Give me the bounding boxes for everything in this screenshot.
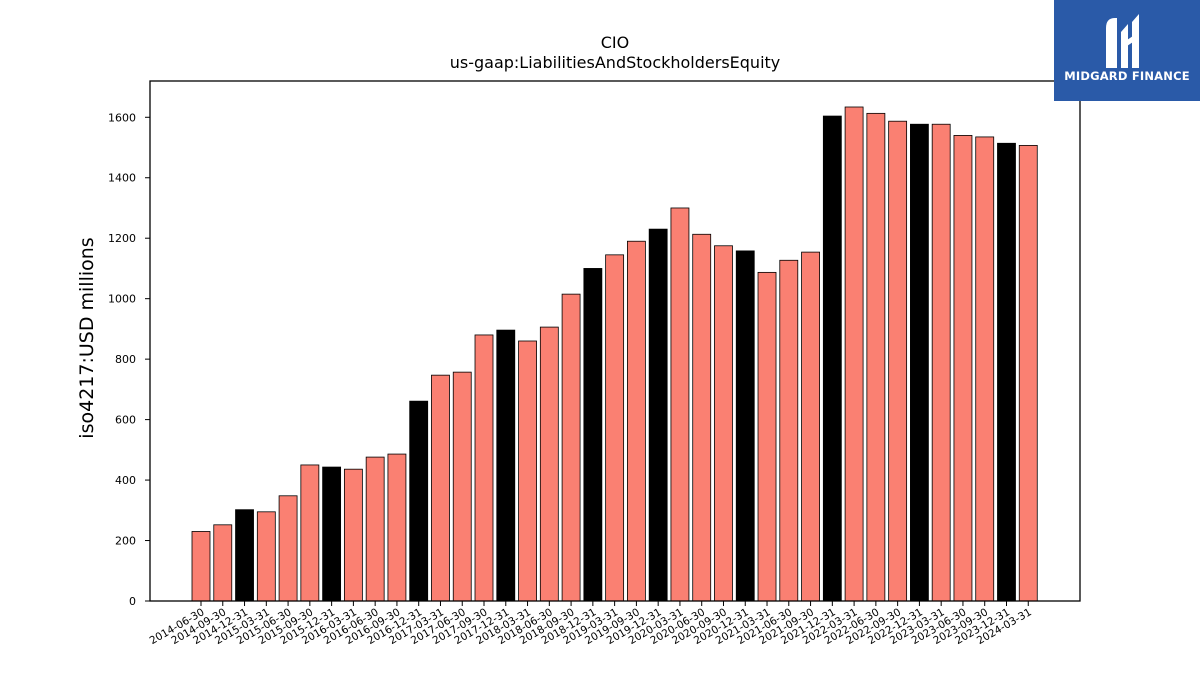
y-tick-label: 200 [115, 535, 136, 548]
bar-2015-03-31 [256, 511, 276, 602]
y-tick-label: 1000 [108, 293, 136, 306]
bar-2017-12-31 [496, 329, 516, 602]
bar-2023-12-31 [997, 142, 1016, 602]
bar-2019-09-30 [627, 240, 646, 602]
x-axis: 2014-06-302014-09-302014-12-312015-03-31… [148, 601, 1034, 647]
bar-2024-03-31 [1018, 144, 1038, 602]
plot-frame [149, 80, 1081, 602]
midgard-finance-logo: MIDGARD FINANCE [1054, 0, 1200, 101]
bars-group [191, 106, 1038, 602]
bar-2020-06-30 [692, 233, 712, 602]
bar-2021-06-30 [779, 259, 799, 602]
bar-2014-12-31 [235, 509, 254, 602]
chart-title: CIO [601, 33, 629, 52]
logo-mark-icon [1106, 14, 1139, 68]
bar-2019-03-31 [605, 254, 625, 602]
y-tick-label: 0 [129, 595, 136, 608]
y-tick-label: 1200 [108, 232, 136, 245]
y-tick-label: 400 [115, 474, 136, 487]
bar-2016-06-30 [365, 456, 385, 602]
bar-2022-03-31 [844, 106, 864, 602]
bar-2016-09-30 [387, 453, 407, 602]
bar-2020-12-31 [735, 250, 755, 602]
y-tick-label: 1400 [108, 172, 136, 185]
bar-2018-12-31 [583, 268, 603, 602]
bar-2015-06-30 [278, 495, 298, 602]
y-tick-label: 800 [115, 353, 136, 366]
bar-2022-06-30 [866, 112, 886, 602]
bar-2019-12-31 [648, 228, 668, 602]
y-tick-label: 600 [115, 414, 136, 427]
y-axis-label: iso4217:USD millions [76, 237, 98, 438]
chart-subtitle: us-gaap:LiabilitiesAndStockholdersEquity [450, 53, 781, 72]
bar-2023-03-31 [931, 123, 951, 602]
bar-2022-09-30 [888, 120, 908, 602]
bar-2021-12-31 [822, 115, 842, 602]
bar-2021-09-30 [801, 251, 820, 602]
bar-2017-03-31 [431, 374, 450, 602]
bar-2021-03-31 [757, 271, 777, 602]
bar-2018-06-30 [539, 326, 559, 602]
bar-2014-06-30 [191, 531, 211, 602]
bar-2018-03-31 [518, 340, 537, 602]
bar-2020-03-31 [670, 207, 690, 602]
bar-2014-09-30 [213, 524, 233, 602]
bar-2015-09-30 [300, 464, 320, 602]
bar-2018-09-30 [561, 293, 581, 602]
bar-2020-09-30 [714, 245, 733, 602]
bar-2015-12-31 [322, 466, 342, 602]
bar-2017-09-30 [474, 334, 494, 602]
bar-2022-12-31 [910, 123, 929, 602]
bar-2016-03-31 [343, 468, 363, 602]
y-axis: 0 200 400 600 800 1000 1200 1400 1600 [108, 111, 150, 608]
y-tick-label: 1600 [108, 111, 136, 124]
logo-text: MIDGARD FINANCE [1064, 69, 1190, 83]
bar-2023-06-30 [953, 135, 973, 602]
bar-2016-12-31 [409, 400, 429, 602]
bar-2023-09-30 [975, 136, 995, 602]
bar-2017-06-30 [452, 371, 472, 602]
